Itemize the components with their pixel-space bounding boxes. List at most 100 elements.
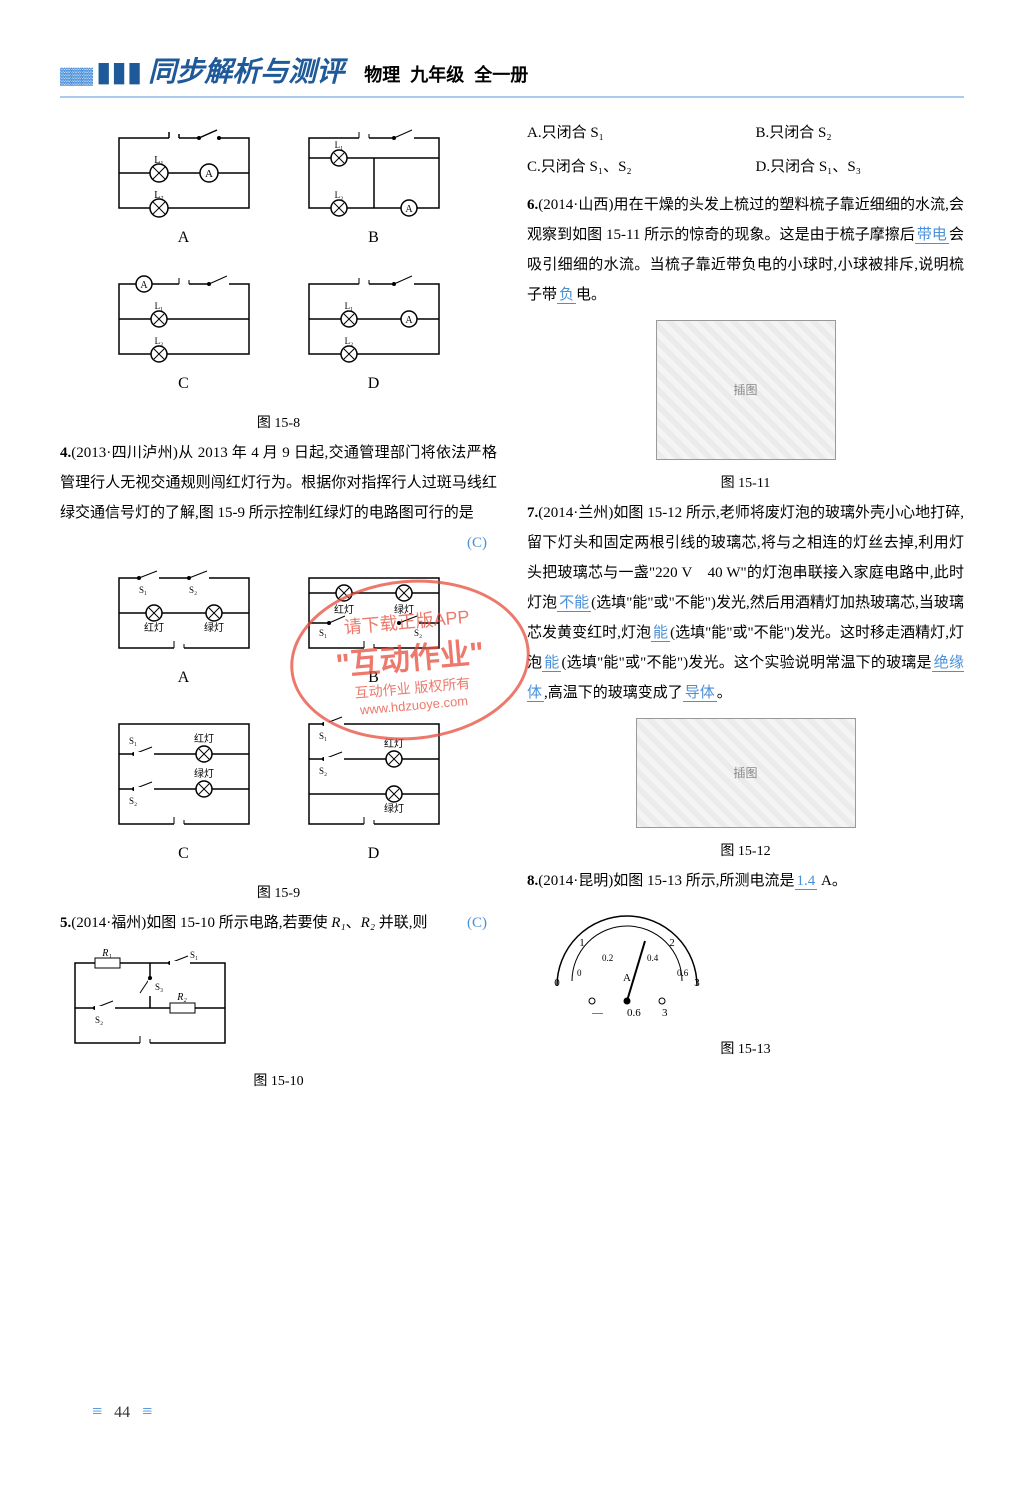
- q7-t6: 。: [717, 685, 732, 701]
- circuit-b: L₁ L₂ A B: [299, 128, 449, 254]
- q6-t3: 电。: [576, 287, 606, 303]
- svg-text:L₂: L₂: [154, 190, 164, 201]
- q5-answer: (C): [467, 908, 497, 938]
- fig-15-9: S₁S₂红灯绿灯 A 红灯绿灯S₁S₂ B S₁红灯S₂绿灯 C S₁S₂红灯绿…: [60, 568, 497, 870]
- svg-text:3: 3: [662, 1007, 668, 1019]
- q4-source: (2013·四川泸州): [71, 445, 178, 461]
- label-c: C: [109, 368, 259, 400]
- bulb-heating-illustration: 插图: [636, 718, 856, 828]
- circuit-9b: 红灯绿灯S₁S₂ B: [299, 568, 449, 694]
- svg-text:绿灯: 绿灯: [204, 621, 224, 634]
- header-subject: 物理: [364, 61, 400, 87]
- girl-faucet-illustration: 插图: [656, 320, 836, 460]
- right-column: A.只闭合 S₁ B.只闭合 S₂ C.只闭合 S₁、S₂ D.只闭合 S₁、S…: [527, 118, 964, 1096]
- svg-text:—: —: [591, 1007, 604, 1019]
- q5-r2: R₂: [361, 915, 375, 931]
- page-number: 44: [80, 1401, 164, 1422]
- question-6: 6.(2014·山西)用在干燥的头发上梳过的塑料梳子靠近细细的水流,会观察到如图…: [527, 190, 964, 310]
- q6-num: 6.: [527, 197, 538, 213]
- q6-fill1: 带电: [915, 227, 949, 244]
- svg-text:L₂: L₂: [334, 190, 343, 200]
- fig-15-13: 0 1 2 3 0 0.2 0.4 0.6 A — 0.6 3: [527, 906, 964, 1026]
- svg-text:2: 2: [669, 937, 675, 949]
- svg-text:S₁: S₁: [129, 736, 137, 746]
- q5-source: (2014·福州): [71, 915, 146, 931]
- q8-source: (2014·昆明): [538, 873, 613, 889]
- svg-text:L₁: L₁: [344, 301, 353, 311]
- svg-text:0.2: 0.2: [602, 953, 613, 963]
- header-title: 同步解析与测评: [148, 50, 344, 90]
- svg-text:S₂: S₂: [414, 628, 422, 638]
- q7-t4: (选填"能"或"不能")发光。这个实验说明常温下的玻璃是: [561, 655, 931, 671]
- fig-15-13-caption: 图 15-13: [527, 1036, 964, 1064]
- svg-text:A: A: [405, 204, 413, 215]
- svg-text:S₂: S₂: [129, 796, 137, 806]
- option-d: D.只闭合 S₁、S₃: [756, 152, 965, 182]
- svg-text:L₁: L₁: [154, 301, 163, 311]
- content-columns: L₁ A L₂ A L₁ L₂ A B A L₁ L₂ C L₁AL₂ D 图 15-8 4…: [60, 118, 964, 1096]
- svg-text:S₃: S₃: [155, 982, 163, 992]
- svg-text:S₂: S₂: [319, 766, 327, 776]
- q5-num: 5.: [60, 915, 71, 931]
- label-9c: C: [109, 838, 259, 870]
- circuit-9a: S₁ S₂ 红灯 绿灯 A: [109, 568, 259, 694]
- option-a: A.只闭合 S₁: [527, 118, 736, 148]
- label-b: B: [299, 222, 449, 254]
- svg-text:S₁: S₁: [139, 585, 147, 595]
- svg-text:A: A: [140, 280, 148, 291]
- svg-text:3: 3: [694, 977, 700, 989]
- svg-text:绿灯: 绿灯: [384, 802, 404, 815]
- svg-text:红灯: 红灯: [144, 621, 164, 634]
- q8-fill1: 1.4: [795, 873, 818, 890]
- svg-text:R₂: R₂: [176, 992, 187, 1003]
- svg-text:A: A: [205, 168, 213, 180]
- circuit-9d: S₁S₂红灯绿灯 D: [299, 714, 449, 870]
- header-grade: 九年级: [410, 61, 464, 87]
- svg-text:L₂: L₂: [154, 336, 163, 346]
- label-d: D: [299, 368, 449, 400]
- q7-t5: ,高温下的玻璃变成了: [544, 685, 683, 701]
- q4-num: 4.: [60, 445, 71, 461]
- svg-text:红灯: 红灯: [384, 737, 404, 750]
- fig-15-11-caption: 图 15-11: [527, 470, 964, 498]
- question-7: 7.(2014·兰州)如图 15-12 所示,老师将废灯泡的玻璃外壳小心地打碎,…: [527, 498, 964, 708]
- svg-text:L₁: L₁: [334, 140, 343, 150]
- svg-text:L₂: L₂: [344, 336, 353, 346]
- svg-text:1: 1: [579, 937, 585, 949]
- svg-text:0.6: 0.6: [627, 1007, 641, 1019]
- fig-15-8-caption: 图 15-8: [60, 410, 497, 438]
- svg-text:0.4: 0.4: [647, 953, 659, 963]
- header-volume: 全一册: [474, 61, 528, 87]
- fig-15-10: R₁S₁S₃S₂R₂: [60, 948, 497, 1058]
- q4-answer: (C): [60, 528, 497, 558]
- label-9a: A: [109, 662, 259, 694]
- circuit-d: L₁AL₂ D: [299, 274, 449, 400]
- svg-text:S₂: S₂: [95, 1015, 103, 1025]
- q5-r1: R₁: [331, 915, 345, 931]
- svg-text:S₂: S₂: [189, 585, 197, 595]
- svg-text:红灯: 红灯: [334, 603, 354, 616]
- fig-15-11: 插图: [527, 320, 964, 460]
- q6-source: (2014·山西): [538, 197, 613, 213]
- svg-text:绿灯: 绿灯: [194, 767, 214, 780]
- svg-text:0: 0: [577, 968, 582, 978]
- option-c: C.只闭合 S₁、S₂: [527, 152, 736, 182]
- question-4: 4.(2013·四川泸州)从 2013 年 4 月 9 日起,交通管理部门将依法…: [60, 438, 497, 528]
- question-5: 5.(2014·福州)如图 15-10 所示电路,若要使 R₁、R₂ 并联,则 …: [60, 908, 497, 938]
- svg-text:S₁: S₁: [319, 628, 327, 638]
- circuit-9c: S₁红灯S₂绿灯 C: [109, 714, 259, 870]
- q8-num: 8.: [527, 873, 538, 889]
- left-column: L₁ A L₂ A L₁ L₂ A B A L₁ L₂ C L₁AL₂ D 图 15-8 4…: [60, 118, 497, 1096]
- svg-text:S₁: S₁: [190, 950, 198, 960]
- q6-fill2: 负: [557, 287, 576, 304]
- q7-fill5: 导体: [683, 685, 717, 702]
- q8-t2: A。: [817, 873, 847, 889]
- q7-num: 7.: [527, 505, 538, 521]
- q5-text-before: 如图 15-10 所示电路,若要使: [146, 915, 331, 931]
- page-header: ▓▓▓ ▮▮▮ 同步解析与测评 物理 九年级 全一册: [60, 50, 964, 98]
- fig-15-12-caption: 图 15-12: [527, 838, 964, 866]
- circuit-c: A L₁ L₂ C: [109, 274, 259, 400]
- header-decoration: ▓▓▓: [60, 68, 92, 86]
- q5-options: A.只闭合 S₁ B.只闭合 S₂ C.只闭合 S₁、S₂ D.只闭合 S₁、S…: [527, 118, 964, 182]
- fig-15-12: 插图: [527, 718, 964, 828]
